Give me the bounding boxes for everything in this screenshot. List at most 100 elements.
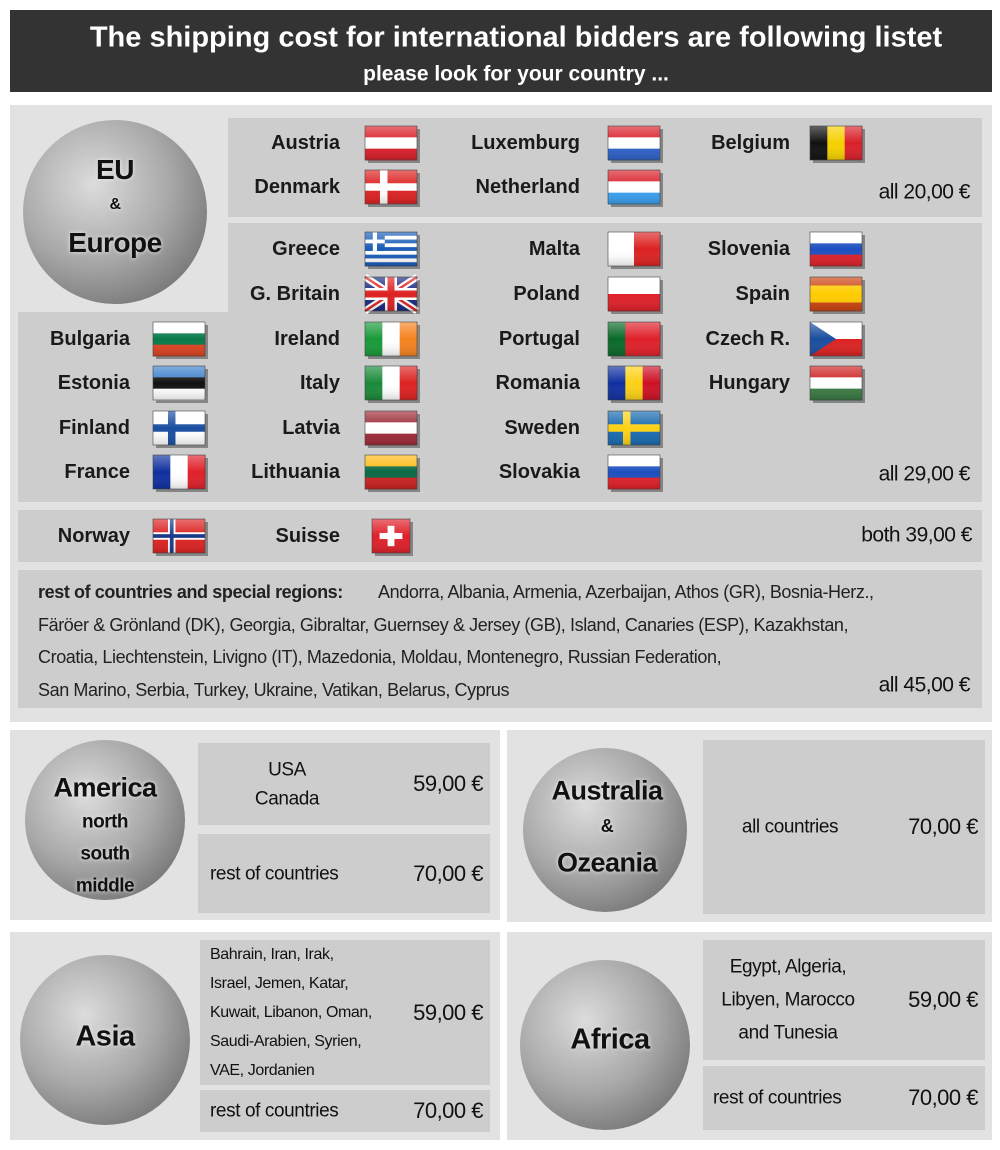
globe: [25, 740, 185, 900]
price-box: [703, 940, 985, 1060]
destination: Saudi-Arabien, Syrien,: [210, 1032, 362, 1050]
country-name: France: [64, 461, 130, 483]
flag: [364, 231, 420, 269]
country-name: Estonia: [57, 372, 130, 394]
country-name: Poland: [513, 283, 580, 305]
country-name: Luxemburg: [471, 132, 580, 154]
region-label: Ozeania: [556, 847, 658, 878]
title: The shipping cost for international bidd…: [89, 21, 943, 54]
destination: Bahrain, Iran, Irak,: [210, 945, 334, 963]
flag: [809, 276, 865, 314]
country-name: Lithuania: [251, 461, 340, 483]
region-label: middle: [75, 875, 135, 897]
region-label: Africa: [570, 1023, 650, 1056]
flag: [364, 169, 420, 207]
price: 70,00 €: [908, 814, 978, 839]
country-name: Austria: [271, 132, 340, 154]
flag: [364, 365, 420, 403]
country-name: Slovakia: [498, 461, 580, 483]
region-label: south: [80, 843, 130, 865]
destination: rest of countries: [713, 1087, 842, 1109]
price: 59,00 €: [413, 999, 483, 1025]
flag: [607, 169, 663, 207]
destination: Libyen, Marocco: [721, 989, 855, 1011]
flag: [607, 321, 663, 359]
price-box: [18, 570, 982, 708]
destination: all countries: [741, 816, 839, 838]
flags: [152, 125, 865, 556]
region-label: &: [109, 196, 121, 213]
region-label: Europe: [68, 227, 162, 258]
globe: [520, 960, 690, 1130]
globe: [23, 120, 207, 304]
destination: rest of countries: [210, 1100, 339, 1122]
destination: Egypt, Algeria,: [729, 956, 847, 978]
price-box: [703, 1066, 985, 1130]
flag: [363, 274, 420, 314]
country-name: Portugal: [498, 328, 580, 350]
flag: [152, 518, 208, 556]
country-name: Romania: [495, 372, 580, 394]
destination: Israel, Jemen, Katar,: [210, 974, 349, 992]
price-box: [228, 118, 982, 217]
rest-label: rest of countries and special regions:: [38, 582, 343, 602]
country-name: G. Britain: [249, 283, 340, 305]
header-bar: [10, 10, 992, 92]
price-box: [198, 834, 490, 913]
flag: [364, 321, 420, 359]
flag: [809, 321, 865, 359]
rest-countries: Färöer & Grönland (DK), Georgia, Gibralt…: [38, 614, 849, 635]
country-name: Norway: [57, 525, 130, 547]
country-name: Bulgaria: [49, 328, 130, 350]
country-name: Sweden: [504, 417, 580, 439]
destination: rest of countries: [210, 863, 339, 884]
subtitle: please look for your country ...: [363, 62, 669, 86]
country-name: Greece: [272, 238, 340, 260]
rest-countries: Andorra, Albania, Armenia, Azerbaijan, A…: [378, 582, 874, 602]
price: all 29,00 €: [878, 462, 971, 486]
rest-countries: Croatia, Liechtenstein, Livigno (IT), Ma…: [38, 647, 722, 668]
country-name: Slovenia: [707, 238, 790, 260]
flag: [607, 365, 663, 403]
region-label: America: [53, 772, 157, 803]
price: 59,00 €: [413, 771, 483, 796]
flag: [371, 518, 413, 556]
flag: [607, 231, 663, 269]
flag: [364, 454, 420, 492]
country-name: Spain: [735, 283, 790, 305]
price: all 20,00 €: [878, 180, 971, 204]
price: 70,00 €: [413, 1098, 483, 1123]
rest-countries: San Marino, Serbia, Turkey, Ukraine, Vat…: [38, 680, 510, 701]
price-box: [198, 743, 490, 825]
country-name: Denmark: [254, 176, 340, 198]
flag: [809, 125, 865, 163]
country-name: Finland: [58, 417, 130, 439]
region-label: &: [600, 816, 614, 836]
flag: [607, 276, 663, 314]
price-box: [200, 940, 490, 1085]
country-name: Netherland: [475, 176, 580, 198]
region-label: Australia: [551, 775, 663, 806]
flag: [364, 410, 420, 448]
flag: [809, 231, 865, 269]
price-box: [228, 223, 982, 318]
region-label: EU: [96, 154, 134, 185]
destination: USA: [268, 759, 306, 780]
flag: [152, 454, 208, 492]
globe: [20, 955, 190, 1125]
flag: [152, 410, 208, 448]
flag: [809, 365, 865, 403]
flag: [152, 365, 208, 403]
flag: [607, 125, 663, 163]
destination: Kuwait, Libanon, Oman,: [210, 1003, 372, 1021]
flag: [364, 125, 420, 163]
country-name: Malta: [528, 238, 580, 260]
price-box: [703, 740, 985, 914]
price-box: [200, 1090, 490, 1132]
price: both 39,00 €: [861, 523, 972, 547]
price: 59,00 €: [908, 987, 978, 1012]
price: 70,00 €: [908, 1085, 978, 1110]
destination: and Tunesia: [738, 1022, 838, 1044]
